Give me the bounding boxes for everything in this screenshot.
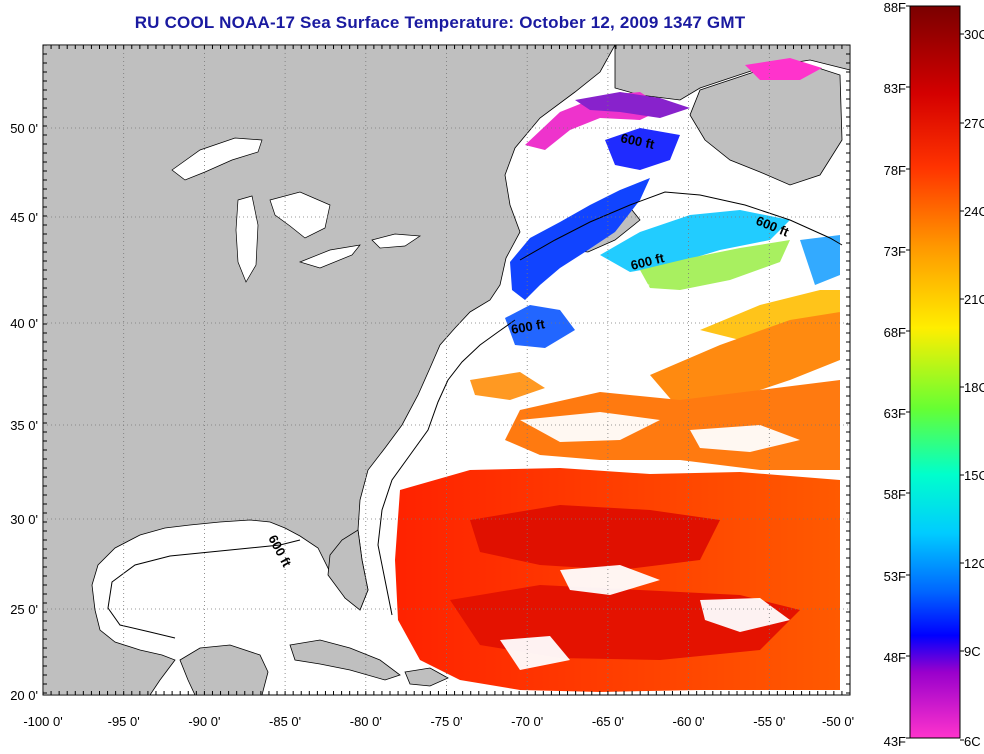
lat-label: 30 0': [10, 512, 38, 527]
lon-label: -90 0': [188, 714, 220, 729]
lake-superior: [171, 137, 263, 181]
colorbar-ticks: [906, 5, 964, 741]
f-label: 88F: [884, 0, 906, 15]
colorbar-gradient: [909, 5, 961, 739]
graticule: [43, 45, 850, 695]
cuba-island: [289, 639, 401, 681]
lon-label: -70 0': [511, 714, 543, 729]
sst-blue-shelf: [510, 178, 650, 300]
lake-michigan: [235, 195, 259, 283]
axis-ticks: [42, 44, 850, 695]
c-label: 21C: [964, 292, 984, 307]
f-label: 83F: [884, 81, 906, 96]
isobath-600ft: [107, 191, 843, 639]
lat-axis-labels: 50 0' 45 0' 40 0' 35 0' 30 0' 25 0' 20 0…: [10, 121, 38, 703]
f-label: 68F: [884, 325, 906, 340]
c-label: 12C: [964, 556, 984, 571]
lon-label: -65 0': [592, 714, 624, 729]
page-title: RU COOL NOAA-17 Sea Surface Temperature:…: [134, 13, 746, 32]
f-label: 43F: [884, 734, 906, 749]
lon-label: -60 0': [673, 714, 705, 729]
sst-green-banks: [640, 240, 790, 290]
f-label: 73F: [884, 244, 906, 259]
lat-label: 40 0': [10, 316, 38, 331]
sst-data-layer: [395, 58, 840, 692]
lon-label: -85 0': [269, 714, 301, 729]
lat-label: 20 0': [10, 688, 38, 703]
lon-label: -80 0': [350, 714, 382, 729]
c-label: 15C: [964, 468, 984, 483]
c-label: 30C: [964, 27, 984, 42]
sst-deep-red-core: [470, 505, 720, 570]
sst-blue-gulf-st-lawrence: [605, 128, 680, 170]
sst-orange-band: [650, 312, 840, 410]
f-label: 58F: [884, 487, 906, 502]
sst-yellow-front: [700, 290, 840, 345]
c-label: 27C: [964, 116, 984, 131]
cloud-gaps: [500, 270, 800, 670]
florida-peninsula: [327, 529, 369, 611]
sst-cyan-banks: [600, 210, 790, 272]
hispaniola-island: [404, 667, 449, 687]
f-label: 63F: [884, 406, 906, 421]
isobath-label: 600 ft: [510, 316, 547, 337]
sst-cold-magenta-ne: [745, 58, 822, 80]
lat-label: 50 0': [10, 121, 38, 136]
f-label: 78F: [884, 163, 906, 178]
sst-map: -100 0' -95 0' -90 0' -85 0' -80 0' -75 …: [10, 44, 854, 729]
c-label: 24C: [964, 204, 984, 219]
isobath-labels: 600 ft 600 ft 600 ft 600 ft 600 ft: [265, 130, 791, 570]
lon-label: -75 0': [430, 714, 462, 729]
lon-label: -55 0': [753, 714, 785, 729]
fahrenheit-labels: 88F 83F 78F 73F 68F 63F 58F 53F 48F 43F: [884, 0, 906, 749]
sst-orange-strip: [470, 372, 545, 400]
lon-label: -50 0': [822, 714, 854, 729]
sst-purple: [575, 92, 690, 118]
c-label: 9C: [964, 644, 981, 659]
c-label: 18C: [964, 380, 984, 395]
lake-huron: [269, 191, 331, 239]
lake-ontario: [371, 233, 422, 249]
temperature-colorbar: 88F 83F 78F 73F 68F 63F 58F 53F 48F 43F …: [884, 0, 984, 749]
isobath-label: 600 ft: [619, 130, 656, 152]
yucatan-land: [179, 644, 269, 696]
great-lakes: [171, 137, 422, 283]
c-label: 6C: [964, 734, 981, 749]
sst-blue-lightpatch: [505, 305, 575, 348]
lat-label: 45 0': [10, 210, 38, 225]
lat-label: 25 0': [10, 602, 38, 617]
lon-label: -95 0': [108, 714, 140, 729]
lat-label: 35 0': [10, 418, 38, 433]
celsius-labels: 30C 27C 24C 21C 18C 15C 12C 9C 6C: [964, 27, 984, 749]
f-label: 48F: [884, 650, 906, 665]
lake-erie: [298, 244, 361, 269]
f-label: 53F: [884, 569, 906, 584]
sst-cyan-east: [800, 235, 840, 285]
lon-axis-labels: -100 0' -95 0' -90 0' -85 0' -80 0' -75 …: [23, 714, 854, 729]
lon-label: -100 0': [23, 714, 62, 729]
